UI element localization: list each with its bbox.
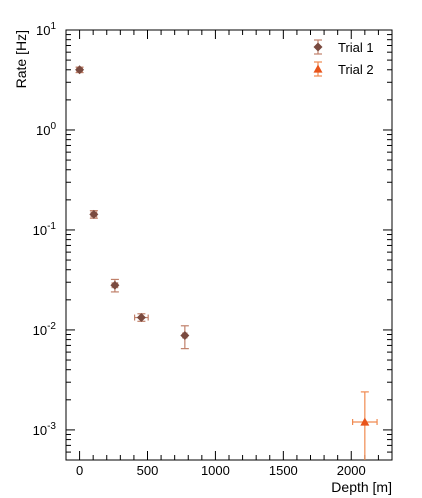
trial-2-marker bbox=[360, 417, 370, 426]
legend-marker bbox=[313, 64, 323, 73]
trial-2-point bbox=[352, 391, 378, 460]
y-tick-label: 100 bbox=[36, 121, 56, 138]
y-axis-title: Rate [Hz] bbox=[13, 30, 29, 88]
trial-1-point bbox=[180, 325, 190, 350]
y-tick-label: 10-2 bbox=[33, 321, 57, 338]
data-points bbox=[75, 65, 378, 460]
trial-1-marker bbox=[180, 330, 190, 340]
trial-1-point bbox=[110, 278, 120, 293]
x-axis-title: Depth [m] bbox=[331, 479, 392, 495]
trial-1-point bbox=[89, 209, 99, 219]
trial-1-marker bbox=[75, 65, 85, 75]
legend-item-trial-1: Trial 1 bbox=[313, 39, 374, 55]
axis-ticks: 0 500 1000 1500 2000 101 100 10-1 10-2 10-3 bbox=[33, 21, 393, 478]
trial-1-point bbox=[75, 65, 85, 75]
y-tick-label: 10-3 bbox=[33, 421, 57, 438]
trial-1-marker bbox=[136, 313, 146, 323]
legend-marker bbox=[313, 42, 323, 52]
x-tick-label: 2000 bbox=[337, 463, 366, 478]
trial-1-marker bbox=[89, 209, 99, 219]
legend-item-trial-2: Trial 2 bbox=[313, 61, 374, 77]
legend-label: Trial 1 bbox=[338, 40, 374, 55]
y-tick-label: 10-1 bbox=[33, 221, 57, 238]
trial-1-point bbox=[133, 313, 149, 323]
x-tick-label: 1000 bbox=[201, 463, 230, 478]
legend: Trial 1 Trial 2 bbox=[313, 39, 374, 77]
x-tick-label: 1500 bbox=[269, 463, 298, 478]
x-tick-label: 0 bbox=[76, 463, 83, 478]
legend-label: Trial 2 bbox=[338, 62, 374, 77]
plot-frame bbox=[65, 29, 393, 461]
x-tick-label: 500 bbox=[137, 463, 159, 478]
y-tick-label: 101 bbox=[36, 21, 56, 38]
trial-1-marker bbox=[110, 280, 120, 290]
